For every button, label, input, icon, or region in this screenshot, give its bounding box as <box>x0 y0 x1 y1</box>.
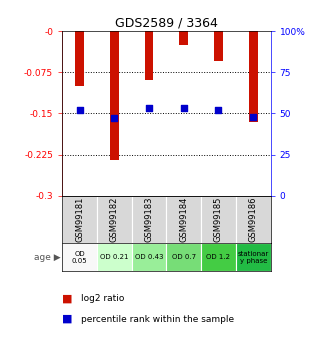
Text: GSM99186: GSM99186 <box>249 197 258 242</box>
Bar <box>201 243 236 271</box>
Text: ■: ■ <box>62 294 73 303</box>
Text: OD 1.2: OD 1.2 <box>207 254 230 260</box>
Bar <box>249 31 258 122</box>
Bar <box>97 243 132 271</box>
Point <box>146 106 151 111</box>
Point <box>112 116 117 121</box>
Bar <box>236 196 271 243</box>
Bar <box>145 31 153 80</box>
Bar <box>132 243 166 271</box>
Text: percentile rank within the sample: percentile rank within the sample <box>81 315 234 324</box>
Text: OD 0.21: OD 0.21 <box>100 254 128 260</box>
Bar <box>110 31 118 160</box>
Text: age ▶: age ▶ <box>34 253 60 262</box>
Bar <box>201 196 236 243</box>
Bar <box>166 196 201 243</box>
Text: log2 ratio: log2 ratio <box>81 294 124 303</box>
Bar <box>97 196 132 243</box>
Text: GSM99182: GSM99182 <box>110 197 119 242</box>
Bar <box>179 31 188 45</box>
Text: GSM99183: GSM99183 <box>145 197 154 242</box>
Text: GSM99184: GSM99184 <box>179 197 188 242</box>
Text: OD 0.7: OD 0.7 <box>172 254 196 260</box>
Text: GSM99185: GSM99185 <box>214 197 223 242</box>
Bar <box>166 243 201 271</box>
Text: OD
0.05: OD 0.05 <box>72 250 87 264</box>
Text: ■: ■ <box>62 314 73 324</box>
Title: GDS2589 / 3364: GDS2589 / 3364 <box>115 17 218 30</box>
Point <box>77 107 82 113</box>
Bar <box>62 196 97 243</box>
Bar <box>75 31 84 86</box>
Text: OD 0.43: OD 0.43 <box>135 254 163 260</box>
Point <box>251 114 256 119</box>
Bar <box>214 31 223 61</box>
Text: stationar
y phase: stationar y phase <box>238 250 269 264</box>
Point <box>216 107 221 113</box>
Point <box>181 106 186 111</box>
Text: GSM99181: GSM99181 <box>75 197 84 242</box>
Bar <box>62 243 97 271</box>
Bar <box>236 243 271 271</box>
Bar <box>132 196 166 243</box>
